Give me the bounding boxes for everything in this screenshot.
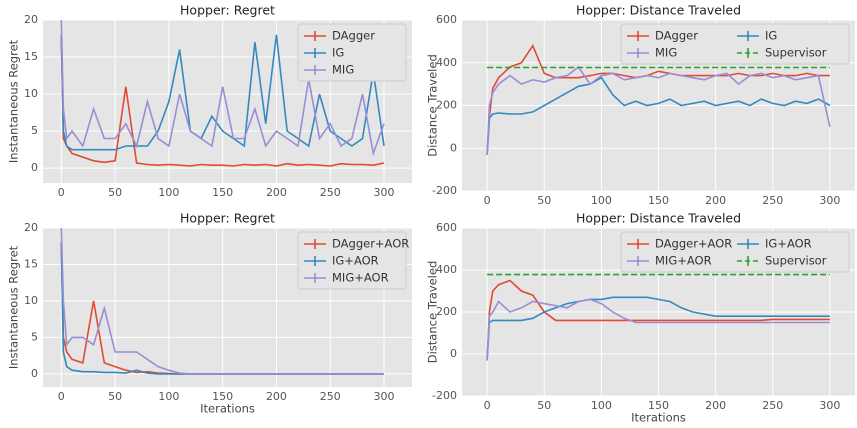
x-tick-label: 100 xyxy=(591,194,612,207)
legend-box xyxy=(620,23,850,65)
x-tick-label: 200 xyxy=(266,186,287,199)
x-tick-label: 150 xyxy=(648,194,669,207)
legend-label: DAgger xyxy=(655,29,698,43)
x-tick-label: 150 xyxy=(212,390,233,403)
legend-label: MIG xyxy=(655,46,677,60)
series-line xyxy=(486,76,831,155)
y-axis-label: Instantaneous Regret xyxy=(7,39,21,163)
y-tick-label: 5 xyxy=(31,330,38,343)
legend-label: IG xyxy=(765,29,777,43)
x-tick-label: 300 xyxy=(819,194,840,207)
legend-label: Supervisor xyxy=(765,46,827,60)
y-axis-label: Distance Traveled xyxy=(426,261,440,364)
y-tick-label: 20 xyxy=(24,13,38,26)
series-line xyxy=(60,227,384,375)
x-tick-label: 50 xyxy=(108,186,122,199)
legend-label: IG xyxy=(332,46,344,60)
x-tick-label: 200 xyxy=(705,399,726,412)
x-tick-label: 50 xyxy=(537,194,551,207)
chart-title: Hopper: Regret xyxy=(180,211,275,226)
x-tick-label: 0 xyxy=(484,194,491,207)
y-tick-label: 200 xyxy=(436,305,457,318)
series-line xyxy=(60,34,385,151)
y-tick-label: 10 xyxy=(24,87,38,100)
x-tick-label: 50 xyxy=(108,390,122,403)
x-tick-label: 50 xyxy=(537,399,551,412)
legend-label: DAgger+AOR xyxy=(332,237,409,251)
chart-title: Hopper: Distance Traveled xyxy=(576,3,741,18)
x-tick-label: 250 xyxy=(320,390,341,403)
x-tick-label: 0 xyxy=(58,186,65,199)
chart-title: Hopper: Regret xyxy=(180,3,275,18)
y-tick-label: -200 xyxy=(432,389,457,402)
x-tick-label: 150 xyxy=(212,186,233,199)
x-tick-label: 100 xyxy=(591,399,612,412)
x-tick-label: 0 xyxy=(58,390,65,403)
series-line xyxy=(60,19,385,157)
x-tick-label: 300 xyxy=(374,390,395,403)
x-tick-label: 100 xyxy=(158,390,179,403)
legend-label: IG+AOR xyxy=(332,254,379,268)
legend-box xyxy=(620,231,850,273)
x-tick-label: 250 xyxy=(762,194,783,207)
series-line xyxy=(486,296,830,361)
legend-label: DAgger+AOR xyxy=(655,237,732,251)
x-tick-label: 300 xyxy=(819,399,840,412)
y-tick-label: 5 xyxy=(31,124,38,137)
legend-label: MIG+AOR xyxy=(655,254,712,268)
x-tick-label: 0 xyxy=(484,399,491,412)
x-tick-label: 200 xyxy=(266,390,287,403)
y-tick-label: 600 xyxy=(436,221,457,234)
x-tick-label: 300 xyxy=(374,186,395,199)
x-axis-label: Iterations xyxy=(631,411,686,425)
series-line xyxy=(486,298,830,361)
legend-label: MIG+AOR xyxy=(332,271,389,285)
y-tick-label: 400 xyxy=(436,263,457,276)
legend-label: MIG xyxy=(332,63,354,77)
x-tick-label: 100 xyxy=(158,186,179,199)
y-tick-label: 600 xyxy=(436,13,457,26)
y-tick-label: 0 xyxy=(450,347,457,360)
y-tick-label: 15 xyxy=(24,257,38,270)
y-axis-label: Instantaneous Regret xyxy=(7,245,21,369)
y-tick-label: -200 xyxy=(432,184,457,197)
legend-label: IG+AOR xyxy=(765,237,812,251)
series-line xyxy=(486,279,830,361)
x-tick-label: 250 xyxy=(762,399,783,412)
legend-label: Supervisor xyxy=(765,254,827,268)
y-axis-label: Distance Traveled xyxy=(426,54,440,157)
x-tick-label: 250 xyxy=(320,186,341,199)
y-tick-label: 15 xyxy=(24,50,38,63)
y-tick-label: 0 xyxy=(450,141,457,154)
legend-box xyxy=(297,23,407,82)
y-tick-label: 200 xyxy=(436,99,457,112)
legend-box xyxy=(297,231,407,290)
series-line xyxy=(486,65,831,155)
y-tick-label: 0 xyxy=(31,367,38,380)
x-tick-label: 150 xyxy=(648,399,669,412)
series-line xyxy=(60,34,385,167)
y-tick-label: 10 xyxy=(24,294,38,307)
x-tick-label: 200 xyxy=(705,194,726,207)
y-tick-label: 0 xyxy=(31,161,38,174)
x-axis-label: Iterations xyxy=(200,402,255,416)
legend-label: DAgger xyxy=(332,29,375,43)
chart-title: Hopper: Distance Traveled xyxy=(576,211,741,226)
y-tick-label: 400 xyxy=(436,56,457,69)
y-tick-label: 20 xyxy=(24,221,38,234)
